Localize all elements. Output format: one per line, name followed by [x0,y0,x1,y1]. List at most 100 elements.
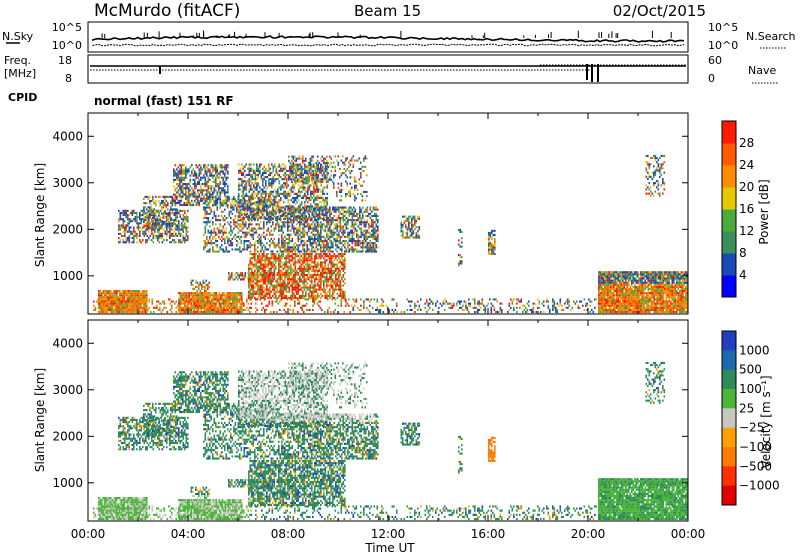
data-cell [278,237,280,240]
data-cell [242,174,245,177]
data-cell [314,229,316,232]
data-cell [189,174,192,177]
data-cell [164,202,166,205]
data-cell [284,267,286,270]
data-cell [315,255,318,258]
data-cell [219,225,222,228]
data-cell [320,237,322,240]
data-cell [236,292,239,295]
data-cell [248,219,250,222]
data-cell [309,231,312,234]
data-cell [315,219,318,222]
data-cell [161,206,163,209]
data-cell [288,221,291,224]
data-cell [241,163,243,166]
data-cell [327,271,330,274]
data-cell [287,253,289,256]
data-cell [171,218,174,221]
data-cell [134,290,136,293]
data-cell [335,267,337,270]
data-cell [269,184,272,187]
data-cell [152,228,155,231]
data-cell [320,297,322,300]
data-cell [278,205,281,208]
data-cell [174,199,177,202]
data-cell [125,311,127,314]
data-cell [183,170,186,173]
data-cell [225,227,228,230]
data-cell [269,282,271,285]
data-cell [249,263,252,266]
data-cell [222,219,225,222]
data-cell [162,202,165,205]
data-cell [241,213,243,216]
data-cell [281,269,283,272]
data-cell [202,292,204,295]
data-cell [330,265,333,268]
data-cell [249,250,252,253]
data-cell [277,178,279,181]
data-cell [227,187,229,190]
data-cell [107,292,109,295]
data-cell [202,285,205,288]
data-cell [243,219,246,222]
data-cell [172,239,174,242]
data-cell [147,206,150,209]
data-cell [136,241,138,244]
data-cell [144,212,147,215]
data-cell [336,297,339,300]
data-cell [261,246,264,249]
data-cell [375,244,378,247]
data-cell [257,197,260,200]
data-cell [314,288,316,291]
data-cell [320,271,322,274]
data-cell [293,280,295,283]
data-cell [290,297,292,300]
data-cell [290,240,292,243]
data-cell [224,208,226,211]
data-cell [314,263,316,266]
data-cell [215,244,217,247]
data-cell [185,183,187,186]
data-cell [261,257,264,260]
data-cell [278,201,281,204]
data-cell [347,217,349,220]
data-cell [119,214,122,217]
data-cell [222,166,225,169]
data-cell [377,235,379,238]
data-cell [98,304,100,307]
data-cell [344,257,346,260]
data-cell [363,233,366,236]
data-cell [238,276,241,279]
data-cell [224,166,226,169]
data-cell [129,308,132,311]
data-cell [267,263,270,266]
data-cell [336,250,339,253]
data-cell [231,229,234,232]
data-cell [275,212,277,215]
data-cell [187,239,189,242]
data-cell [207,201,210,204]
data-cell [252,237,255,240]
data-cell [229,274,232,277]
data-cell [254,171,257,174]
data-cell [237,198,240,201]
data-cell [226,296,228,299]
data-cell [209,170,211,173]
data-cell [284,246,286,249]
data-cell [147,223,150,226]
data-cell [249,223,252,226]
data-cell [209,308,212,311]
data-cell [151,228,153,231]
data-cell [247,209,249,212]
data-cell [220,298,222,301]
data-cell [263,253,265,256]
data-cell [303,244,306,247]
data-cell [290,255,292,258]
data-cell [244,272,247,275]
data-cell [279,248,282,251]
data-cell [236,208,238,211]
data-cell [149,209,152,212]
data-cell [369,233,372,236]
data-cell [137,216,140,219]
